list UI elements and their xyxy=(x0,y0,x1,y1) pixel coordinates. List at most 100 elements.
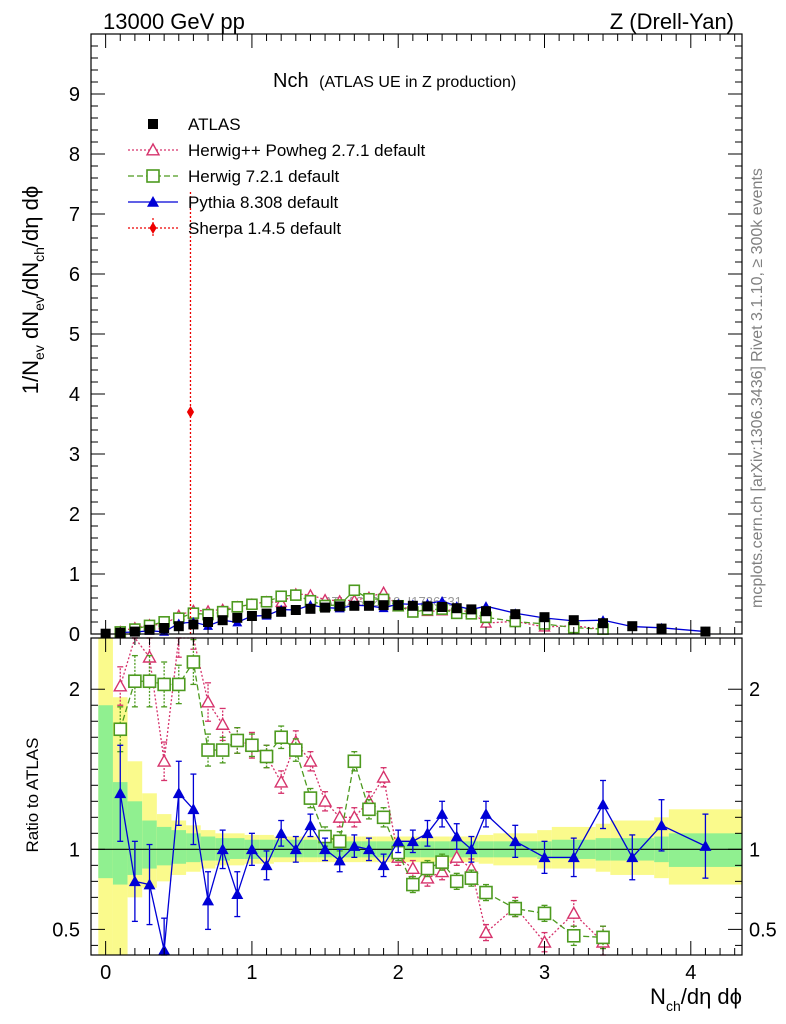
herwig7-ratio-line xyxy=(119,660,604,939)
legend-marker-pythia xyxy=(147,196,159,207)
atlas-data-point xyxy=(510,609,521,620)
legend-label-herwig7: Herwig 7.2.1 default xyxy=(188,167,339,186)
pythia-ratio-point xyxy=(172,787,185,799)
axis-ticks: 0 1 2 3 4 0 1 2 3 4 5 6 7 8 9 0.5 0.5 1 1 2 2 xyxy=(52,33,777,984)
pythia-ratio-point xyxy=(128,875,141,887)
herwigpp-ratio-point xyxy=(405,861,421,875)
atlas-data-point xyxy=(217,615,228,626)
header-left: 13000 GeV pp xyxy=(103,9,245,34)
herwig7-ratio-point xyxy=(435,855,449,869)
atlas-band-inner xyxy=(273,839,289,858)
pythia-ratio-point xyxy=(187,803,200,815)
ratio-panel-frame xyxy=(90,637,743,956)
y-tick-label: 7 xyxy=(69,204,80,226)
legend-label-atlas: ATLAS xyxy=(188,115,241,134)
pythia-ratio-point xyxy=(260,859,273,871)
herwig7-ratio-point xyxy=(113,722,128,737)
pythia-ratio-point xyxy=(538,851,551,863)
herwigpp-ratio-point xyxy=(376,769,391,783)
herwig7-ratio-point xyxy=(142,674,157,689)
atlas-band-inner xyxy=(98,705,113,879)
x-tick-label: 2 xyxy=(393,962,404,984)
pythia-ratio-point xyxy=(333,854,346,866)
atlas-data-point xyxy=(568,615,579,626)
herwig7-ratio-point xyxy=(128,674,142,689)
legend-entry-atlas: ATLAS xyxy=(148,115,241,134)
herwig7-ratio-point xyxy=(566,928,581,943)
atlas-band-inner xyxy=(186,833,201,863)
atlas-data-point xyxy=(261,608,272,619)
legend-marker-atlas xyxy=(148,119,158,129)
legend-label-pythia: Pythia 8.308 default xyxy=(188,193,339,212)
pythia-ratio-point xyxy=(377,859,390,871)
y-tick-label: 9 xyxy=(69,84,80,106)
top-panel-marks xyxy=(100,190,711,639)
atlas-band-inner xyxy=(229,838,245,859)
atlas-data-point xyxy=(363,600,374,611)
pythia-ratio-point xyxy=(509,835,522,847)
ratio-tick-label-right: 0.5 xyxy=(749,919,777,941)
atlas-data-point xyxy=(393,600,404,611)
x-tick-label: 3 xyxy=(539,962,550,984)
herwig7-ratio-point xyxy=(508,901,523,916)
herwig7-top-point xyxy=(275,590,287,603)
herwig7-ratio-point xyxy=(479,885,493,900)
atlas-data-point xyxy=(203,617,214,627)
y-tick-label: 2 xyxy=(69,504,80,526)
x-tick-label: 4 xyxy=(685,962,696,984)
herwigpp-ratio-point xyxy=(449,849,464,863)
rivet-label: Rivet 3.1.10, ≥ 300k events xyxy=(749,168,766,362)
herwig7-top-point xyxy=(348,584,361,597)
herwigpp-ratio-line xyxy=(119,636,604,944)
herwig7-ratio-point xyxy=(157,677,171,692)
pythia-ratio-point xyxy=(436,808,449,819)
pythia-ratio-point xyxy=(450,830,463,842)
legend-label-herwigpp: Herwig++ Powheg 2.7.1 default xyxy=(188,141,425,160)
atlas-data-point xyxy=(451,603,462,614)
legend-entry-sherpa: Sherpa 1.4.5 default xyxy=(128,218,341,238)
pythia-ratio-point xyxy=(479,808,492,819)
pythia-ratio-point xyxy=(597,798,610,810)
pythia-ratio-point xyxy=(655,819,668,831)
pythia-ratio-point xyxy=(114,787,127,799)
herwig7-ratio-point xyxy=(537,906,552,921)
legend-marker-herwig7 xyxy=(146,169,160,183)
atlas-data-point xyxy=(539,612,550,623)
atlas-data-point xyxy=(246,611,257,621)
legend-entry-herwigpp: Herwig++ Powheg 2.7.1 default xyxy=(128,141,425,160)
herwig7-ratio-point xyxy=(406,877,420,892)
herwigpp-ratio-point xyxy=(200,694,216,708)
pythia-ratio-point xyxy=(216,843,229,855)
legend-entry-herwig7: Herwig 7.2.1 default xyxy=(128,167,339,186)
atlas-data-point xyxy=(305,603,316,614)
herwigpp-ratio-point xyxy=(273,774,289,788)
x-tick-label: 0 xyxy=(100,962,111,984)
herwigpp-ratio-point xyxy=(478,925,494,939)
y-tick-label: 1 xyxy=(69,564,80,586)
legend-marker-sherpa xyxy=(149,222,157,234)
herwig7-top-point xyxy=(290,589,302,601)
pythia-ratio-point xyxy=(275,827,288,839)
herwig7-ratio-point xyxy=(289,743,303,757)
atlas-band-inner xyxy=(303,839,318,858)
pythia-ratio-point xyxy=(289,843,302,855)
y-tick-label: 6 xyxy=(69,264,80,286)
atlas-band-inner xyxy=(200,836,216,861)
herwig7-top-point xyxy=(246,598,258,611)
pythia-ratio-point xyxy=(626,851,639,863)
pythia-ratio-point xyxy=(319,843,332,855)
herwig7-ratio-point xyxy=(215,743,230,757)
atlas-data-point xyxy=(334,601,345,612)
y-axis-label-ratio: Ratio to ATLAS xyxy=(23,738,42,853)
pythia-ratio-point xyxy=(245,843,258,855)
atlas-band-inner xyxy=(156,826,172,866)
herwigpp-ratio-point xyxy=(434,864,450,878)
pythia-ratio-point xyxy=(465,843,478,855)
atlas-data-point xyxy=(480,606,491,617)
herwig7-ratio-point xyxy=(376,810,391,825)
herwig7-ratio-point xyxy=(186,655,201,669)
herwigpp-ratio-point xyxy=(420,870,435,884)
y-tick-label: 4 xyxy=(69,384,80,406)
sherpa-point xyxy=(186,406,195,418)
